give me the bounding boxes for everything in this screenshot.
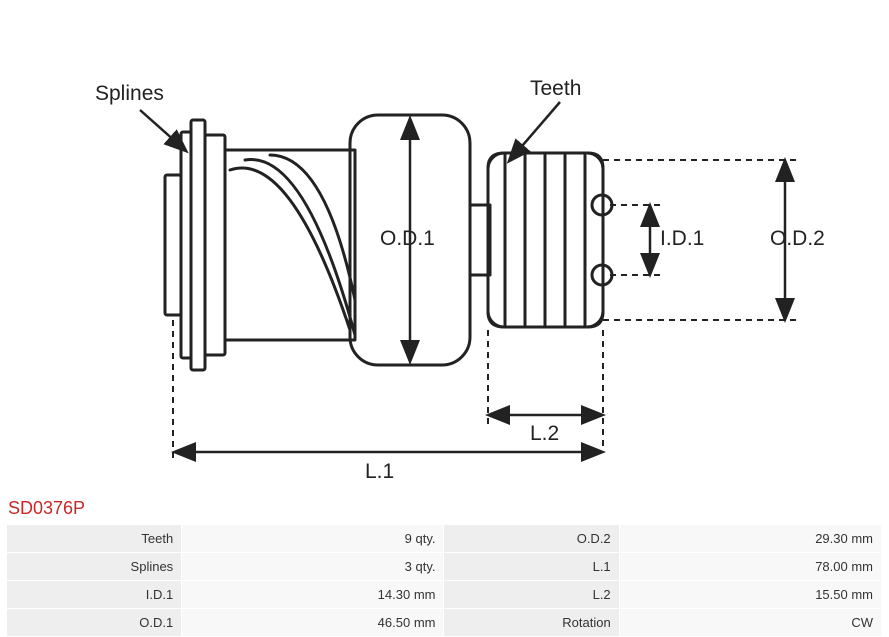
gear-body [488,153,603,327]
teeth-arrow [510,102,560,160]
table-row: I.D.1 14.30 mm L.2 15.50 mm [7,581,881,608]
spec-label: Splines [7,553,181,580]
spec-value: 14.30 mm [182,581,443,608]
product-code: SD0376P [8,498,85,519]
id1-label: I.D.1 [660,227,704,250]
spring-section [225,150,355,340]
spec-label: O.D.2 [444,525,618,552]
spec-label: O.D.1 [7,609,181,636]
od1-label: O.D.1 [380,227,435,250]
teeth-label: Teeth [530,77,581,100]
spec-label: Teeth [7,525,181,552]
spec-label: L.2 [444,581,618,608]
spec-label: L.1 [444,553,618,580]
spec-value: CW [620,609,881,636]
spec-value: 29.30 mm [620,525,881,552]
spline-hub [205,135,225,355]
spec-label: I.D.1 [7,581,181,608]
spec-value: 78.00 mm [620,553,881,580]
shaft-end [165,175,181,315]
splines-arrow [140,110,185,150]
table-row: Teeth 9 qty. O.D.2 29.30 mm [7,525,881,552]
spec-value: 3 qty. [182,553,443,580]
spec-value: 15.50 mm [620,581,881,608]
table-row: Splines 3 qty. L.1 78.00 mm [7,553,881,580]
spec-value: 46.50 mm [182,609,443,636]
specs-table: Teeth 9 qty. O.D.2 29.30 mm Splines 3 qt… [6,524,882,637]
technical-diagram: Splines Teeth O.D.1 [70,20,830,490]
specs-table-body: Teeth 9 qty. O.D.2 29.30 mm Splines 3 qt… [7,525,881,636]
splines-label: Splines [95,82,164,105]
diagram-svg: Splines Teeth O.D.1 [70,20,830,490]
spec-label: Rotation [444,609,618,636]
od2-label: O.D.2 [770,227,825,250]
table-row: O.D.1 46.50 mm Rotation CW [7,609,881,636]
spline-plate-2 [191,120,205,370]
l1-label: L.1 [365,460,394,483]
spec-value: 9 qty. [182,525,443,552]
l2-label: L.2 [530,422,559,445]
